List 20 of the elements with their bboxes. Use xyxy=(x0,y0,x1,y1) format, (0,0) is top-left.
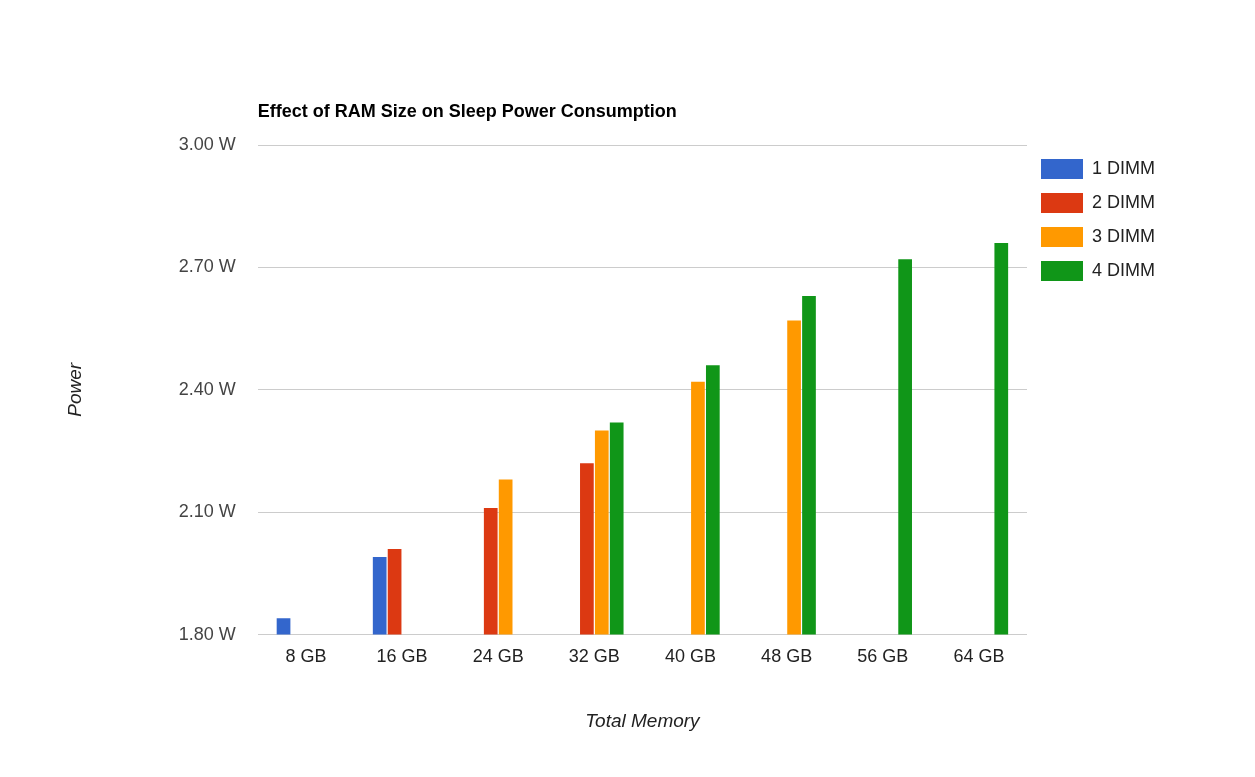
x-tick-label: 32 GB xyxy=(568,646,620,667)
y-tick-label: 1.80 W xyxy=(178,623,236,644)
y-tick-label: 2.40 W xyxy=(178,378,236,399)
x-axis-title: Total Memory xyxy=(585,709,702,731)
x-tick-label: 48 GB xyxy=(761,646,813,667)
x-tick-label: 8 GB xyxy=(285,646,327,667)
y-axis-title: Power xyxy=(63,362,85,417)
legend-label: 4 DIMM xyxy=(1092,259,1155,280)
y-tick-label: 2.70 W xyxy=(178,256,236,277)
x-tick-label: 40 GB xyxy=(664,646,716,667)
y-tick-label: 3.00 W xyxy=(178,133,236,154)
x-tick-label: 56 GB xyxy=(857,646,909,667)
legend-label: 2 DIMM xyxy=(1092,191,1155,212)
x-tick-label: 24 GB xyxy=(472,646,524,667)
y-tick-label: 2.10 W xyxy=(178,501,236,522)
legend-label: 3 DIMM xyxy=(1092,225,1155,246)
x-tick-label: 16 GB xyxy=(376,646,428,667)
x-tick-label: 64 GB xyxy=(953,646,1005,667)
chart-title: Effect of RAM Size on Sleep Power Consumption xyxy=(257,101,677,121)
legend-label: 1 DIMM xyxy=(1092,157,1155,178)
